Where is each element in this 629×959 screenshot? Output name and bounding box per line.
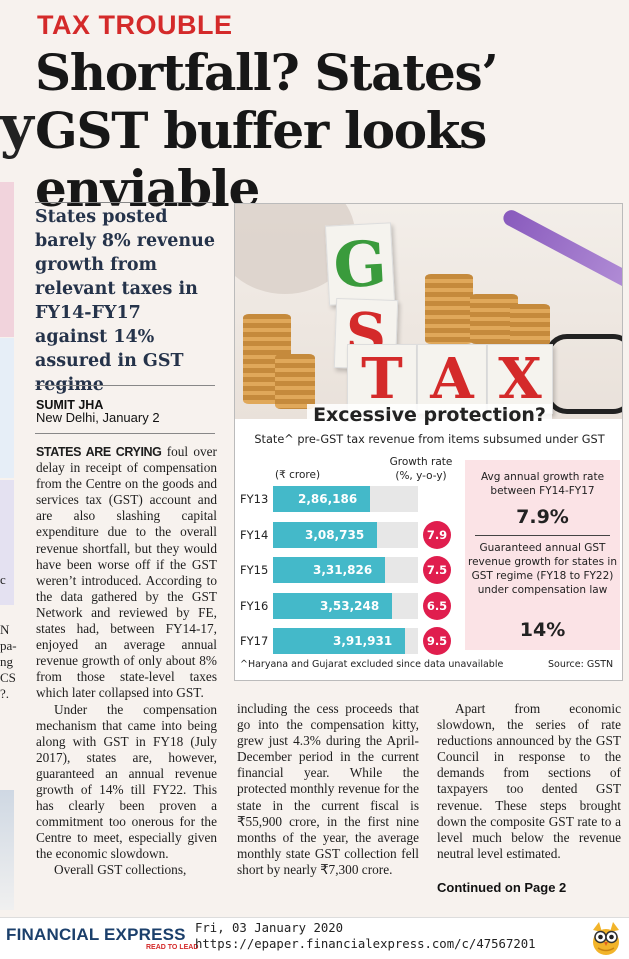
chart-source: Source: GSTN <box>548 659 614 670</box>
page-footer <box>0 917 629 959</box>
divider <box>475 535 610 536</box>
glasses-illustration <box>545 334 622 414</box>
growth-rate-badge: 7.9 <box>423 520 451 549</box>
adjacent-column-fragment: y <box>0 92 34 160</box>
avg-growth-value: 7.9% <box>516 506 569 528</box>
divider <box>35 433 215 434</box>
letter-block: G <box>324 222 396 306</box>
bar <box>273 557 385 583</box>
growth-header: Growth rate (%, y-o-y) <box>389 456 453 482</box>
unit-label: (₹ crore) <box>275 469 321 481</box>
chart-subtitle: State^ pre-GST tax revenue from items su… <box>254 433 605 446</box>
bar <box>273 592 392 619</box>
article-column-3: Apart from economic slowdown, the series… <box>437 701 621 862</box>
article-paragraph: including the cess proceeds that go into… <box>237 701 419 877</box>
bar-value-label: 3,31,826 <box>313 563 373 577</box>
adjacent-column-tint <box>0 182 14 337</box>
gst-tax-photo: G S T A X <box>235 204 622 419</box>
guaranteed-growth-value: 14% <box>519 619 566 641</box>
category-label: FY17 <box>240 634 269 648</box>
article-column-2: including the cess proceeds that go into… <box>237 701 419 878</box>
category-label: FY16 <box>240 598 269 613</box>
dateline: New Delhi, January 2 <box>36 410 160 425</box>
growth-rate-badge: 6.5 <box>423 591 451 620</box>
category-label: FY15 <box>240 563 269 577</box>
category-label: FY14 <box>240 527 269 542</box>
letter-block: X <box>487 344 553 414</box>
article-paragraph: Under the compensation mechanism that ca… <box>36 701 217 862</box>
pen-illustration <box>500 207 622 297</box>
adjacent-column-tint <box>0 480 14 605</box>
continued-link[interactable]: Continued on Page 2 <box>437 880 567 895</box>
adjacent-column-fragment: ?. <box>0 686 10 701</box>
paragraph-text: foul over delay in receipt of compensati… <box>36 444 217 701</box>
brand-logo: FINANCIAL EXPRESS <box>6 925 186 944</box>
adjacent-column-fragment: N <box>0 622 10 637</box>
article-column-1: STATES ARE CRYING foul over delay in rec… <box>36 444 217 879</box>
owl-mascot-icon <box>593 922 619 955</box>
article-paragraph: Apart from economic slowdown, the series… <box>437 701 621 861</box>
bar-value-label: 3,08,735 <box>305 527 365 542</box>
infographic: G S T A X Excessive protection? State^ p… <box>234 203 623 681</box>
category-label: FY13 <box>240 492 269 506</box>
growth-rate-badge: 7.5 <box>423 556 451 584</box>
edition-date: Fri, 03 January 2020 <box>195 921 344 935</box>
coin-stack <box>425 274 473 344</box>
adjacent-column-fragment: ng <box>0 654 13 669</box>
guaranteed-growth-label: Guaranteed annual GST revenue growth for… <box>468 542 617 596</box>
bar <box>273 628 405 654</box>
divider <box>35 202 215 203</box>
section-kicker: TAX TROUBLE <box>37 10 233 40</box>
coin-stack <box>510 304 550 346</box>
adjacent-column-tint <box>0 338 14 478</box>
adjacent-column-image <box>0 790 14 910</box>
bar <box>273 486 370 512</box>
divider <box>35 385 215 386</box>
epaper-url[interactable]: https://epaper.financialexpress.com/c/47… <box>195 937 536 951</box>
avg-growth-label: Avg annual growth rate between FY14-FY17 <box>480 471 605 497</box>
coin-stack <box>275 354 315 409</box>
article-deck: States posted barely 8% revenue growth f… <box>35 207 215 395</box>
article-paragraph: Overall GST collections, <box>54 862 187 878</box>
letter-block: A <box>417 344 487 414</box>
letter-block: T <box>347 344 417 414</box>
growth-rate-badge: 9.5 <box>423 627 451 655</box>
chart-title-text: Excessive protection? <box>307 404 552 426</box>
article-paragraph: STATES ARE CRYING foul over delay in rec… <box>36 444 217 702</box>
brand-tagline: READ TO LEAD <box>146 944 199 951</box>
side-panel <box>465 460 620 650</box>
bar-value-label: 3,53,248 <box>320 598 380 613</box>
adjacent-column-fragment: CS <box>0 670 16 685</box>
author-name: SUMIT JHA <box>36 398 104 412</box>
adjacent-column-fragment: pa- <box>0 638 17 653</box>
adjacent-column-fragment: c <box>0 572 6 587</box>
article-headline: Shortfall? States’ GST buffer looks envi… <box>35 43 499 218</box>
lead-in: STATES ARE CRYING <box>36 445 162 459</box>
chart-footnote: ^Haryana and Gujarat excluded since data… <box>240 659 504 670</box>
bar-value-label: 2,86,186 <box>298 492 358 506</box>
chart-title: Excessive protection? <box>235 404 622 426</box>
bar-value-label: 3,91,931 <box>333 634 393 648</box>
bar <box>273 521 377 548</box>
